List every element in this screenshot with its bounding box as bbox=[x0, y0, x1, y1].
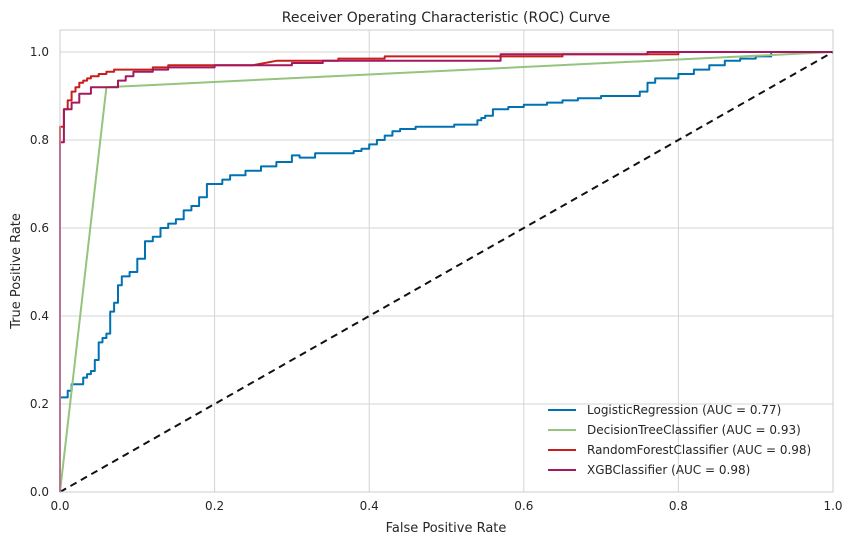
y-tick-label: 0.0 bbox=[30, 485, 49, 499]
x-axis-ticks: 0.0 0.2 0.4 0.6 0.8 1.0 bbox=[50, 499, 842, 513]
x-tick-label: 0.6 bbox=[514, 499, 533, 513]
y-tick-label: 0.6 bbox=[30, 221, 49, 235]
series-line-0 bbox=[59, 51, 833, 492]
plot-background bbox=[60, 30, 833, 492]
chart-title: Receiver Operating Characteristic (ROC) … bbox=[282, 10, 611, 26]
y-tick-label: 0.2 bbox=[30, 397, 49, 411]
x-tick-label: 0.8 bbox=[669, 499, 688, 513]
legend-label-2: RandomForestClassifier (AUC = 0.98) bbox=[587, 443, 811, 457]
y-tick-label: 1.0 bbox=[30, 45, 49, 59]
x-tick-label: 0.0 bbox=[50, 499, 69, 513]
x-tick-label: 1.0 bbox=[823, 499, 842, 513]
x-axis-label: False Positive Rate bbox=[386, 521, 507, 536]
y-tick-label: 0.4 bbox=[30, 309, 49, 323]
y-tick-label: 0.8 bbox=[30, 133, 49, 147]
series-line-2 bbox=[59, 51, 833, 492]
plot-frame bbox=[59, 29, 834, 493]
legend-label-1: DecisionTreeClassifier (AUC = 0.93) bbox=[587, 423, 801, 437]
legend: LogisticRegression (AUC = 0.77) DecisionT… bbox=[548, 403, 811, 477]
x-tick-label: 0.4 bbox=[360, 499, 379, 513]
x-tick-label: 0.2 bbox=[205, 499, 224, 513]
plot-area bbox=[59, 29, 834, 493]
chance-reference-line bbox=[59, 51, 834, 493]
y-axis-ticks: 0.0 0.2 0.4 0.6 0.8 1.0 bbox=[30, 45, 49, 499]
y-axis-label: True Positive Rate bbox=[9, 213, 24, 330]
series-line-3 bbox=[59, 51, 833, 492]
legend-label-3: XGBClassifier (AUC = 0.98) bbox=[587, 463, 750, 477]
series-lines bbox=[59, 51, 834, 493]
legend-label-0: LogisticRegression (AUC = 0.77) bbox=[587, 403, 781, 417]
